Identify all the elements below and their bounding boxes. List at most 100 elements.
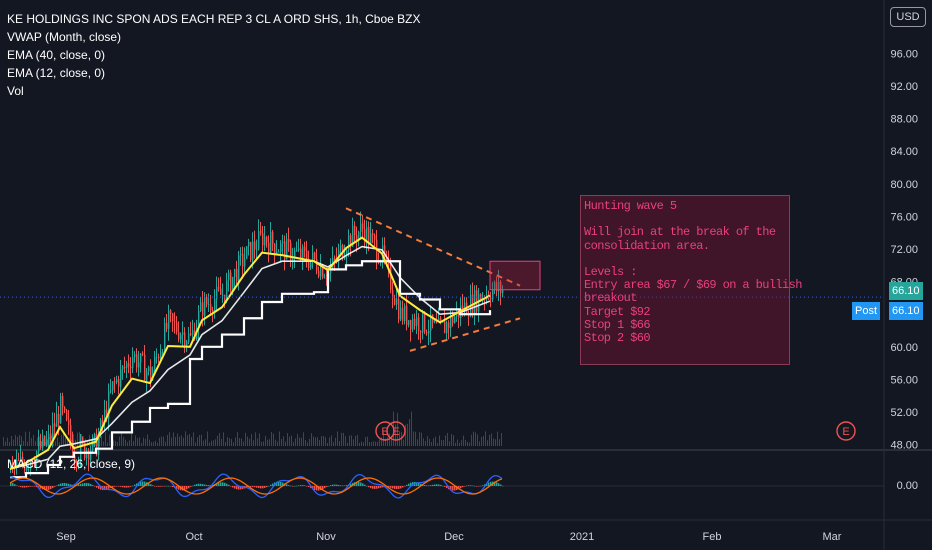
volume-bar <box>493 438 494 446</box>
candle-body <box>458 310 460 318</box>
trade-annotation-box[interactable]: Hunting wave 5 Will join at the break of … <box>580 195 802 365</box>
candle-body <box>80 440 82 461</box>
macd-histogram-bar <box>358 481 360 486</box>
candle-body <box>480 294 482 302</box>
volume-bar <box>375 441 376 446</box>
candle-body <box>242 253 244 267</box>
macd-histogram-bar <box>342 485 344 487</box>
volume-bar <box>165 441 166 446</box>
volume-bar <box>403 439 404 446</box>
macd-histogram-bar <box>112 486 114 488</box>
volume-bar <box>365 437 366 446</box>
candle-body <box>400 307 402 320</box>
volume-bar <box>359 442 360 446</box>
volume-bar <box>57 437 58 446</box>
volume-bar <box>293 441 294 446</box>
macd-histogram-bar <box>108 486 110 489</box>
macd-histogram-bar <box>332 484 334 486</box>
macd-histogram-bar <box>84 483 86 486</box>
candle-body <box>50 433 52 439</box>
macd-legend[interactable]: MACD (12, 26, close, 9) <box>7 457 136 471</box>
indicator-volume[interactable]: Vol <box>7 84 24 98</box>
volume-bar <box>45 442 46 446</box>
volume-bar <box>135 435 136 446</box>
macd-histogram-bar <box>140 481 142 486</box>
indicator-ema40[interactable]: EMA (40, close, 0) <box>7 48 106 62</box>
macd-histogram-bar <box>48 486 50 490</box>
volume-bar <box>433 438 434 446</box>
candle-body <box>250 241 252 261</box>
candle-body <box>120 369 122 387</box>
volume-bar <box>159 437 160 446</box>
volume-bar <box>103 441 104 446</box>
candle-body <box>96 433 98 456</box>
volume-bar <box>453 435 454 446</box>
volume-bar <box>495 439 496 446</box>
candle-body <box>218 286 220 289</box>
macd-histogram-bar <box>376 486 378 489</box>
indicator-vwap[interactable]: VWAP (Month, close) <box>7 30 122 44</box>
macd-histogram-bar <box>488 482 490 486</box>
volume-bar <box>417 439 418 446</box>
macd-histogram-bar <box>114 486 116 487</box>
volume-bar <box>149 439 150 446</box>
macd-histogram-bar <box>266 486 268 488</box>
candle-body <box>226 280 228 301</box>
candle-body <box>256 249 258 251</box>
macd-histogram-bar <box>402 486 404 488</box>
volume-bar <box>415 431 416 446</box>
candle-body <box>164 322 166 352</box>
macd-histogram-bar <box>88 483 90 486</box>
macd-histogram-bar <box>250 486 252 487</box>
macd-histogram-bar <box>154 486 156 487</box>
macd-histogram-bar <box>310 486 312 489</box>
macd-histogram-bar <box>336 484 338 486</box>
candle-body <box>428 331 430 334</box>
candle-body <box>176 322 178 332</box>
vwap-line <box>10 260 492 479</box>
volume-bar <box>35 440 36 446</box>
candle-body <box>310 260 312 268</box>
candle-body <box>356 235 358 241</box>
candle-body <box>368 227 370 244</box>
macd-histogram-bar <box>278 481 280 486</box>
macd-histogram-bar <box>164 486 166 487</box>
volume-bar <box>237 432 238 446</box>
volume-bar <box>269 439 270 446</box>
volume-bar <box>101 435 102 446</box>
macd-line <box>9 473 503 499</box>
time-tick-label: Sep <box>56 531 76 543</box>
candle-body <box>172 313 174 322</box>
volume-bar <box>73 434 74 446</box>
volume-bar <box>413 431 414 446</box>
macd-histogram-bar <box>442 485 444 487</box>
macd-histogram-bar <box>52 486 54 489</box>
indicator-ema12[interactable]: EMA (12, close, 0) <box>7 66 106 80</box>
candle-body <box>396 298 398 305</box>
macd-histogram-bar <box>420 483 422 486</box>
macd-histogram-bar <box>300 485 302 486</box>
candle-body <box>300 248 302 259</box>
macd-histogram-bar <box>426 485 428 486</box>
candle-body <box>490 297 492 300</box>
volume-bar <box>281 438 282 446</box>
volume-bar <box>371 442 372 446</box>
macd-histogram-bar <box>356 481 358 486</box>
macd-histogram-bar <box>330 485 332 486</box>
volume-bar <box>161 436 162 446</box>
volume-bar <box>39 436 40 446</box>
macd-histogram-bar <box>50 486 52 490</box>
volume-bar <box>271 431 272 446</box>
candle-body <box>304 246 306 251</box>
volume-bar <box>219 433 220 446</box>
macd-histogram-bar <box>222 482 224 486</box>
candle-body <box>162 351 164 353</box>
macd-histogram-bar <box>20 486 22 488</box>
macd-histogram-bar <box>268 485 270 487</box>
currency-button[interactable]: USD <box>890 7 926 27</box>
support-trendline <box>409 317 521 352</box>
candle-body <box>258 231 260 250</box>
volume-bar <box>477 434 478 446</box>
macd-histogram-bar <box>236 486 238 490</box>
